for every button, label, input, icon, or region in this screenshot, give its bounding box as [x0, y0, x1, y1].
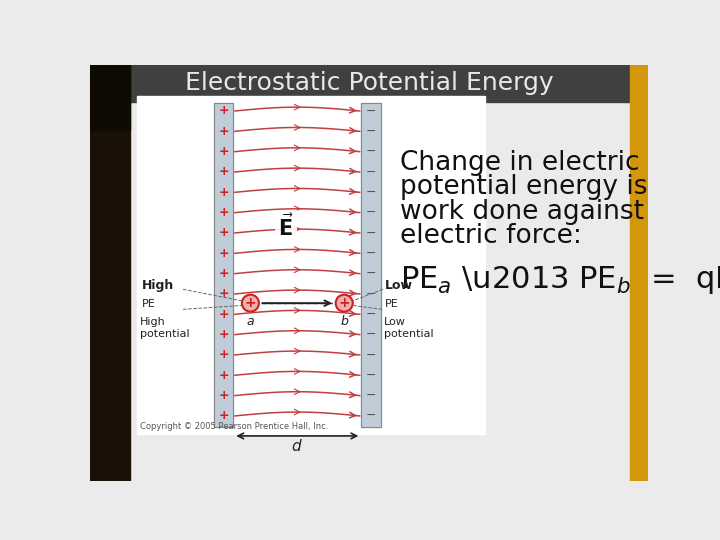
Text: −: −: [366, 409, 376, 422]
Text: −: −: [366, 226, 376, 239]
Text: −: −: [366, 105, 376, 118]
Bar: [214, 103, 233, 427]
Text: +: +: [245, 296, 256, 310]
Bar: [90, 65, 648, 102]
Text: −: −: [366, 389, 376, 402]
Bar: [361, 103, 381, 427]
Text: +: +: [218, 348, 229, 361]
Text: Low: Low: [384, 279, 413, 292]
Text: PE: PE: [142, 299, 156, 308]
Text: Change in electric: Change in electric: [400, 150, 639, 176]
Bar: [137, 96, 485, 434]
Text: −: −: [366, 348, 376, 361]
Text: −: −: [366, 165, 376, 179]
Text: b: b: [341, 315, 348, 328]
Text: $d$: $d$: [292, 438, 303, 454]
Text: −: −: [366, 247, 376, 260]
Bar: [90, 65, 130, 130]
Text: Low
potential: Low potential: [384, 317, 433, 340]
Text: +: +: [218, 287, 229, 300]
Text: a: a: [247, 315, 254, 328]
Bar: [361, 103, 381, 427]
Text: −: −: [366, 328, 376, 341]
Bar: [214, 103, 233, 427]
Text: PE$_a$ \u2013 PE$_b$  =  qEd: PE$_a$ \u2013 PE$_b$ = qEd: [400, 264, 720, 296]
Text: +: +: [218, 389, 229, 402]
Text: −: −: [366, 287, 376, 300]
Text: potential energy is: potential energy is: [400, 174, 647, 200]
Text: +: +: [218, 267, 229, 280]
Text: PE: PE: [384, 299, 398, 308]
Text: +: +: [218, 369, 229, 382]
Circle shape: [242, 295, 259, 312]
Text: +: +: [218, 125, 229, 138]
Text: High
potential: High potential: [140, 317, 189, 340]
Text: −: −: [366, 308, 376, 321]
Bar: [90, 65, 130, 481]
Text: −: −: [366, 125, 376, 138]
Circle shape: [336, 295, 353, 312]
Text: +: +: [218, 206, 229, 219]
Text: −: −: [366, 206, 376, 219]
Text: −: −: [366, 267, 376, 280]
Text: −: −: [366, 145, 376, 158]
Text: +: +: [218, 308, 229, 321]
Text: +: +: [218, 328, 229, 341]
Text: +: +: [338, 296, 350, 310]
Text: Copyright © 2005 Pearson Prentice Hall, Inc.: Copyright © 2005 Pearson Prentice Hall, …: [140, 422, 329, 431]
Text: $\vec{\mathbf{E}}$: $\vec{\mathbf{E}}$: [278, 213, 294, 240]
Text: High: High: [142, 279, 174, 292]
Text: +: +: [218, 226, 229, 239]
Text: +: +: [218, 247, 229, 260]
Text: electric force:: electric force:: [400, 224, 582, 249]
Text: work done against: work done against: [400, 199, 644, 225]
Text: −: −: [366, 186, 376, 199]
Bar: [630, 65, 648, 481]
Text: −: −: [366, 369, 376, 382]
Text: +: +: [218, 409, 229, 422]
Text: Electrostatic Potential Energy: Electrostatic Potential Energy: [185, 71, 553, 95]
Text: +: +: [218, 145, 229, 158]
Text: +: +: [218, 186, 229, 199]
Text: +: +: [218, 105, 229, 118]
Text: +: +: [218, 165, 229, 179]
